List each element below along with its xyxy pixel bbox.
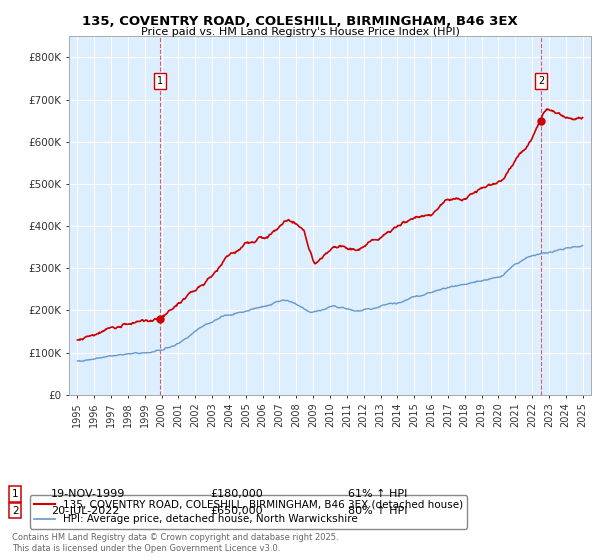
Text: Contains HM Land Registry data © Crown copyright and database right 2025.
This d: Contains HM Land Registry data © Crown c… bbox=[12, 533, 338, 553]
Text: 1: 1 bbox=[12, 489, 19, 499]
Text: 19-NOV-1999: 19-NOV-1999 bbox=[51, 489, 125, 499]
Text: £180,000: £180,000 bbox=[210, 489, 263, 499]
Text: 2: 2 bbox=[12, 506, 19, 516]
Legend: 135, COVENTRY ROAD, COLESHILL, BIRMINGHAM, B46 3EX (detached house), HPI: Averag: 135, COVENTRY ROAD, COLESHILL, BIRMINGHA… bbox=[30, 495, 467, 529]
Text: 2: 2 bbox=[538, 76, 544, 86]
Text: 61% ↑ HPI: 61% ↑ HPI bbox=[348, 489, 407, 499]
Text: Price paid vs. HM Land Registry's House Price Index (HPI): Price paid vs. HM Land Registry's House … bbox=[140, 27, 460, 37]
Text: 135, COVENTRY ROAD, COLESHILL, BIRMINGHAM, B46 3EX: 135, COVENTRY ROAD, COLESHILL, BIRMINGHA… bbox=[82, 15, 518, 28]
Text: 1: 1 bbox=[157, 76, 163, 86]
Text: £650,000: £650,000 bbox=[210, 506, 263, 516]
Text: 80% ↑ HPI: 80% ↑ HPI bbox=[348, 506, 407, 516]
Text: 20-JUL-2022: 20-JUL-2022 bbox=[51, 506, 119, 516]
